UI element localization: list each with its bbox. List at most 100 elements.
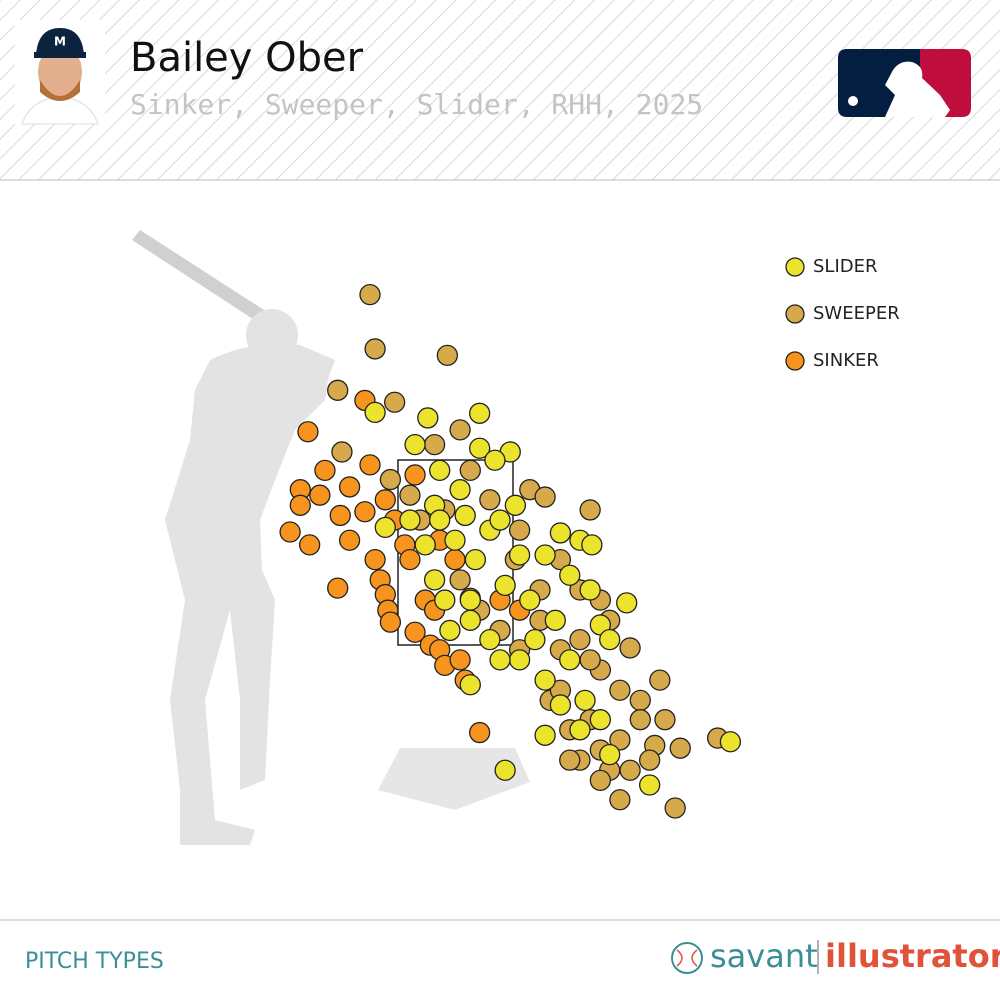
pitch-point — [609, 679, 631, 701]
pitch-point — [309, 484, 331, 506]
pitch-point — [417, 407, 439, 429]
pitch-point — [364, 548, 386, 571]
pitch-point — [404, 621, 426, 643]
pitch-point — [429, 459, 451, 482]
pitch-point — [589, 769, 611, 792]
pitch-point — [629, 689, 651, 712]
pitch-point — [619, 759, 641, 781]
pitch-point — [559, 564, 581, 586]
pitch-point — [609, 789, 631, 811]
pitch-point — [579, 579, 601, 601]
pitch-point — [404, 433, 426, 456]
header-background — [0, 0, 1000, 180]
headshot: M — [15, 20, 105, 125]
legend-swatch — [785, 257, 805, 277]
pitch-point — [423, 569, 446, 591]
pitch-point — [364, 338, 386, 360]
pitch-point — [484, 449, 506, 471]
pitch-point — [479, 489, 501, 511]
pitch-point — [374, 489, 396, 511]
pitch-point — [459, 459, 481, 482]
pitch-point — [589, 709, 611, 731]
pitch-point — [534, 724, 556, 746]
pitch-point — [508, 519, 531, 541]
pitch-point — [444, 529, 466, 551]
pitch-point — [468, 721, 491, 744]
legend: SLIDER SWEEPER SINKER — [785, 256, 900, 371]
pitch-point — [459, 609, 481, 631]
pitch-point — [599, 628, 621, 651]
pitch-point — [508, 649, 531, 671]
pitch-point — [579, 499, 601, 521]
pitch-point — [544, 609, 566, 631]
pitch-point — [298, 534, 321, 556]
points — [279, 283, 742, 819]
pitch-point — [359, 283, 381, 306]
pitch-point — [489, 509, 511, 531]
pitch-point — [599, 743, 621, 766]
pitch-point — [289, 494, 311, 516]
pitch-point — [534, 486, 556, 508]
pitch-point — [581, 534, 603, 556]
mlb-logo — [838, 49, 971, 117]
pitch-point — [609, 729, 631, 751]
pitch-point — [399, 484, 421, 506]
pitch-point — [479, 628, 501, 651]
pitch-point — [669, 737, 691, 759]
pitch-point — [549, 694, 572, 716]
pitch-point — [423, 433, 446, 456]
pitch-point — [374, 516, 396, 539]
pitch-point — [629, 709, 651, 731]
pitch-point — [454, 504, 476, 527]
pitch-point — [559, 749, 581, 771]
pitch-point — [569, 628, 591, 651]
pitch-point — [439, 619, 461, 642]
pitch-point — [549, 522, 572, 544]
pitch-point — [559, 649, 581, 671]
pitch-point — [279, 521, 301, 543]
legend-label: SINKER — [813, 350, 879, 371]
pitch-point — [468, 402, 491, 424]
home-plate — [378, 748, 530, 810]
savant-logo: savant illustrator — [671, 937, 1000, 975]
pitch-point — [569, 719, 591, 741]
pitch-point — [654, 709, 676, 731]
pitch-point — [436, 344, 459, 367]
pitch-point — [468, 437, 491, 459]
pitch-point — [619, 637, 641, 659]
legend-label: SLIDER — [813, 256, 878, 277]
svg-text:M: M — [54, 35, 66, 49]
pitch-point — [434, 589, 456, 611]
pitch-point — [639, 749, 661, 771]
pitch-point — [379, 611, 402, 633]
pitch-point — [449, 649, 471, 671]
pitch-point — [579, 649, 601, 671]
pitch-point — [383, 391, 406, 413]
legend-swatch — [785, 304, 805, 324]
pitch-point — [574, 689, 596, 712]
pitch-point — [534, 544, 556, 566]
batter-silhouette — [132, 230, 335, 845]
pitch-point — [459, 674, 481, 696]
pitch-point — [444, 548, 466, 571]
pitch-point — [494, 574, 516, 597]
pitch-point — [399, 509, 421, 531]
pitch-point — [429, 509, 451, 531]
pitch-point — [327, 577, 349, 599]
brand-2: illustrator — [825, 937, 1000, 975]
pitch-point — [719, 731, 742, 753]
pitch-point — [519, 589, 541, 611]
pitch-point — [297, 421, 319, 443]
pitch-point — [459, 589, 481, 611]
pitch-point — [504, 494, 526, 516]
pitch-point — [494, 759, 516, 781]
footer-label: PITCH TYPES — [25, 949, 164, 974]
brand: savant — [710, 937, 818, 975]
pitch-point — [399, 548, 421, 571]
pitch-point — [404, 464, 426, 486]
pitch-point — [331, 441, 353, 463]
pitch-point — [649, 669, 671, 691]
pitch-point — [464, 548, 487, 571]
pitch-point — [489, 649, 511, 671]
